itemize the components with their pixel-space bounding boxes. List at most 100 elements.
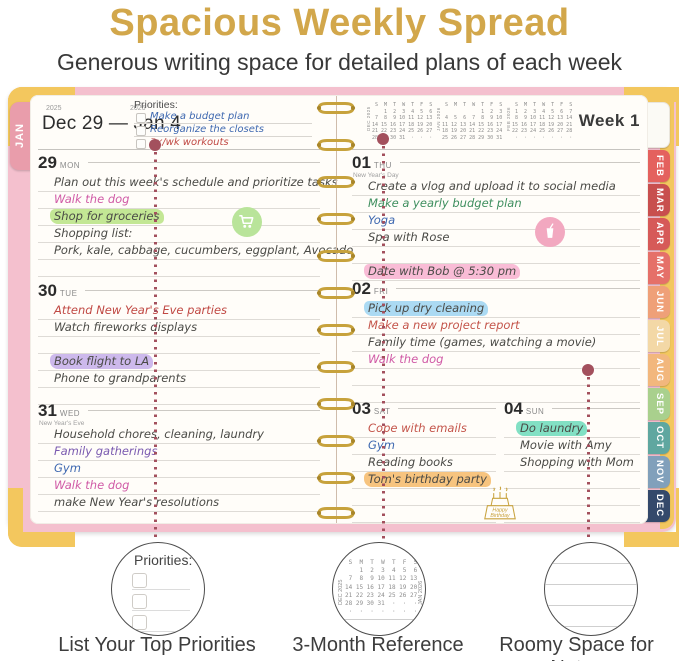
day-number: 29 (38, 153, 57, 172)
holiday-label: New Year's Day (353, 172, 399, 179)
day-number: 04 (504, 399, 523, 418)
entry-line: Attend New Year's Eve parties (38, 303, 320, 320)
entry-line: Walk the dog (352, 352, 640, 369)
handwritten-entry (50, 351, 58, 352)
day-number: 01 (352, 153, 371, 172)
day-block-03-sat: 03 SAT Cope with emails Gym Reading book… (352, 399, 496, 523)
hero-header: Spacious Weekly Spread Generous writing … (0, 0, 679, 76)
date-range-block: 2025 2026 Dec 29 — Jan 4 (42, 105, 212, 145)
mini-calendar-label: DEC 2025 (338, 579, 344, 605)
handwritten-entry: Shopping with Mom (520, 455, 634, 469)
gold-corner-bottom-left (8, 488, 75, 547)
day-name: WED (59, 409, 81, 418)
dotted-connector-right (587, 377, 590, 542)
day-header: 29 MON (38, 153, 320, 173)
entry-line: Make a yearly budget plan (352, 196, 640, 213)
handwritten-entry: Make a yearly budget plan (368, 196, 522, 210)
checkbox-icon (132, 615, 147, 630)
rule-line (545, 605, 637, 606)
handwritten-entry: Date with Bob @ 5:30 pm (364, 264, 521, 279)
tab-label: APR (654, 222, 665, 246)
tab-label: JUN (654, 290, 665, 313)
entry-line: Spa with Rose (352, 230, 640, 247)
entry-line: Gym (352, 438, 496, 455)
handwritten-entry: Gym (54, 461, 81, 475)
handwritten-entry (364, 261, 372, 262)
entry-line: Make a new project report (352, 318, 640, 335)
handwritten-entry: Family gatherings (54, 444, 158, 458)
page-title: Spacious Weekly Spread (109, 2, 570, 44)
header-divider (38, 149, 320, 150)
callout-circle-calendar: DEC 2025 S M T W T F S 1 2 3 4 5 6 7 8 9… (332, 542, 426, 636)
entry-line: Walk the dog (38, 478, 320, 495)
mini-calendar-grid: S M T W T F S 1 2 3 4 5 6 7 8 9 10 11 12… (372, 102, 433, 141)
entry-line: Family time (games, watching a movie) (352, 335, 640, 352)
callout-caption-priorities: List Your Top Priorities (58, 634, 256, 656)
tab-label: MAY (654, 256, 665, 280)
tab-label: FEB (654, 155, 665, 177)
day-number: 30 (38, 281, 57, 300)
year-start: 2025 (46, 105, 62, 112)
handwritten-entry: Pick up dry cleaning (364, 301, 489, 316)
cake-text-line2: Birthday (490, 513, 510, 519)
day-number: 02 (352, 279, 371, 298)
handwritten-entry: Pork, kale, cabbage, cucumbers, eggplant… (54, 243, 354, 257)
checkbox-icon (132, 594, 147, 609)
priority-item: Reorganize the closets (134, 124, 312, 137)
priority-text: 3x/wk workouts (150, 137, 229, 148)
mini-calendar-label: DEC 2025 (366, 106, 371, 132)
rule-line (399, 162, 640, 163)
day-block-30-tue: 30 TUE Attend New Year's Eve parties Wat… (38, 281, 320, 405)
day-header: 04 SUN (504, 399, 640, 419)
handwritten-entry: Movie with Amy (520, 438, 612, 452)
day-number: 31 (38, 401, 57, 420)
day-block-01-thu: 01 THU New Year's Day Create a vlog and … (352, 153, 640, 281)
handwritten-entry (364, 383, 372, 384)
mini-calendar-label: JAN 2026 (418, 580, 425, 605)
date-range: Dec 29 — Jan 4 (42, 113, 182, 134)
entry-line: Gym (38, 461, 320, 478)
mini-calendar-dec: DEC 2025 S M T W T F S 1 2 3 4 5 6 7 8 9… (366, 102, 432, 142)
handwritten-entry: Walk the dog (54, 192, 130, 206)
mini-calendar-label: JAN 2026 (436, 107, 441, 131)
tab-label: NOV (654, 460, 665, 484)
entry-line (38, 388, 320, 405)
day-block-31-wed: 31 WED New Year's Eve Household chores, … (38, 401, 320, 512)
handwritten-entry: Gym (364, 438, 399, 453)
entry-line: Yoga (352, 213, 640, 230)
day-block-29-mon: 29 MON Plan out this week's schedule and… (38, 153, 353, 277)
mini-calendar-jan: JAN 2026 S M T W T F S 1 2 3 4 5 6 7 8 9… (436, 102, 502, 142)
entry-line: Shopping with Mom (504, 455, 640, 472)
tab-label: DEC (654, 494, 665, 518)
handwritten-entry: Phone to grandparents (54, 371, 187, 385)
entry-line (352, 247, 640, 264)
day-name: FRI (374, 287, 388, 296)
rule-line (545, 563, 637, 564)
birthday-cake-icon: Happy Birthday (484, 486, 516, 520)
rule-line (545, 584, 637, 585)
dotted-connector-left (154, 152, 157, 542)
tab-label: MAR (654, 187, 665, 213)
entry-line: Household chores, cleaning, laundry (38, 427, 320, 444)
callout-circle-priorities: Priorities: (111, 542, 205, 636)
callout-caption-calendar: 3-Month Reference (292, 634, 464, 656)
handwritten-entry: Yoga (364, 213, 399, 228)
day-name: SUN (525, 407, 545, 416)
entry-line: Shop for groceries (38, 209, 320, 226)
mini-calendar-feb: FEB 2026 S M T W T F S 1 2 3 4 5 6 7 8 9… (506, 102, 572, 142)
rule-line (88, 410, 320, 411)
year-end: 2026 (130, 105, 146, 112)
callout-caption-notes: Roomy Space for Notes (499, 634, 654, 661)
tab-label: AUG (654, 357, 665, 383)
day-header: 01 THU (352, 153, 640, 173)
rule-line (85, 290, 320, 291)
handwritten-entry: Cope with emails (368, 421, 467, 435)
day-header: 02 FRI (352, 279, 640, 299)
mini-calendar-label: FEB 2026 (506, 107, 511, 132)
handwritten-entry: Do laundry (516, 421, 588, 436)
week-number-label: Week 1 (578, 111, 640, 130)
day-name: SAT (374, 407, 390, 416)
handwritten-entry: Create a vlog and upload it to social me… (368, 179, 616, 193)
weekly-spread-pages: 2025 2026 Dec 29 — Jan 4 Priorities: Mak… (30, 95, 648, 524)
